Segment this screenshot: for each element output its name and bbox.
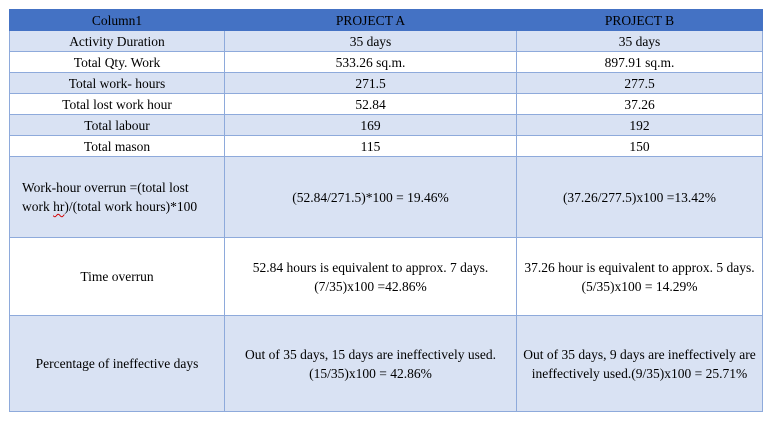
project-a-value: 271.5 (224, 72, 517, 94)
row-label: Percentage of ineffective days (9, 315, 225, 412)
row-label: Work-hour overrun =(total lost work hr)/… (9, 156, 225, 238)
overrun-label-post: )/(total work hours)*100 (64, 199, 198, 214)
row-label: Total mason (9, 135, 225, 157)
project-comparison-table: Column1 PROJECT A PROJECT B Activity Dur… (9, 9, 763, 412)
table-row: Total Qty. Work 533.26 sq.m. 897.91 sq.m… (9, 51, 763, 73)
header-project-a: PROJECT A (224, 9, 517, 31)
table-row: Total lost work hour 52.84 37.26 (9, 93, 763, 115)
header-project-b: PROJECT B (516, 9, 763, 31)
overrun-label-pre: Work-hour overrun =(total lost work (22, 180, 189, 214)
project-a-value: 169 (224, 114, 517, 136)
time-overrun-row: Time overrun 52.84 hours is equivalent t… (9, 237, 763, 316)
project-b-value: 150 (516, 135, 763, 157)
project-b-value: Out of 35 days, 9 days are ineffectively… (516, 315, 763, 412)
header-column1: Column1 (9, 9, 225, 31)
project-a-value: 115 (224, 135, 517, 157)
project-a-value: (52.84/271.5)*100 = 19.46% (224, 156, 517, 238)
project-a-value: 52.84 hours is equivalent to approx. 7 d… (224, 237, 517, 316)
project-b-value: 35 days (516, 30, 763, 52)
project-b-value: 192 (516, 114, 763, 136)
header-row: Column1 PROJECT A PROJECT B (9, 9, 763, 31)
project-b-value: 897.91 sq.m. (516, 51, 763, 73)
project-a-value: Out of 35 days, 15 days are ineffectivel… (224, 315, 517, 412)
ineffective-days-row: Percentage of ineffective days Out of 35… (9, 315, 763, 412)
project-b-value: 37.26 hour is equivalent to approx. 5 da… (516, 237, 763, 316)
row-label: Total Qty. Work (9, 51, 225, 73)
table-row: Total mason 115 150 (9, 135, 763, 157)
project-b-value: (37.26/277.5)x100 =13.42% (516, 156, 763, 238)
row-label: Total labour (9, 114, 225, 136)
project-b-value: 277.5 (516, 72, 763, 94)
table-row: Activity Duration 35 days 35 days (9, 30, 763, 52)
row-label: Total work- hours (9, 72, 225, 94)
table-row: Total work- hours 271.5 277.5 (9, 72, 763, 94)
comparison-table-container: Column1 PROJECT A PROJECT B Activity Dur… (9, 9, 763, 412)
project-b-value: 37.26 (516, 93, 763, 115)
project-a-value: 35 days (224, 30, 517, 52)
row-label: Activity Duration (9, 30, 225, 52)
project-a-value: 533.26 sq.m. (224, 51, 517, 73)
work-hour-overrun-row: Work-hour overrun =(total lost work hr)/… (9, 156, 763, 238)
project-a-value: 52.84 (224, 93, 517, 115)
spellcheck-word-hr: hr (53, 199, 65, 214)
row-label: Time overrun (9, 237, 225, 316)
table-row: Total labour 169 192 (9, 114, 763, 136)
row-label: Total lost work hour (9, 93, 225, 115)
